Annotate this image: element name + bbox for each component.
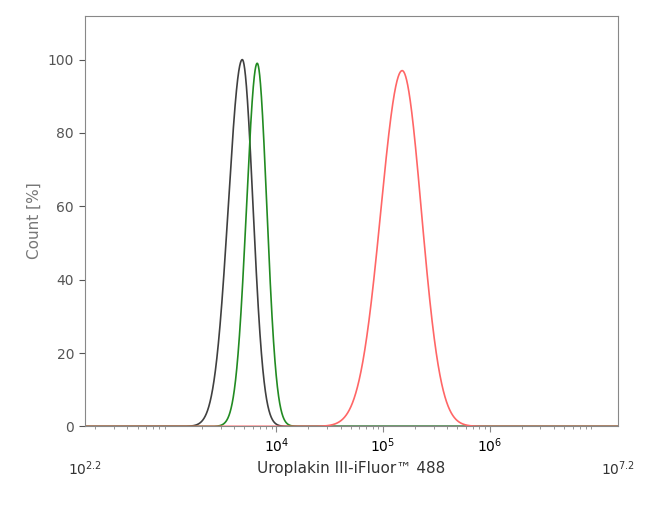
Y-axis label: Count [%]: Count [%]: [27, 183, 42, 259]
Text: 10$^{2.2}$: 10$^{2.2}$: [68, 459, 101, 478]
Text: 10$^{7.2}$: 10$^{7.2}$: [601, 459, 634, 478]
X-axis label: Uroplakin III-iFluor™ 488: Uroplakin III-iFluor™ 488: [257, 461, 445, 476]
